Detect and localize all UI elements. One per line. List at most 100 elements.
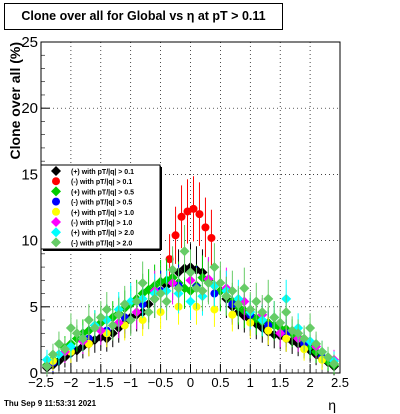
data-point (227, 285, 238, 296)
data-point (177, 212, 186, 221)
data-point (245, 304, 256, 315)
chart-title: Clone over all for Global vs η at pT > 0… (4, 3, 283, 30)
data-point (251, 296, 262, 307)
x-tick-label: −2 (63, 375, 78, 390)
y-tick-label: 20 (21, 100, 38, 117)
data-point (323, 352, 334, 363)
legend-label: (+) with pT/|q| > 0.1 (71, 169, 134, 176)
data-point (71, 328, 82, 339)
data-point (209, 262, 220, 273)
data-point (275, 317, 286, 328)
y-tick-label: 5 (30, 299, 38, 316)
data-point (155, 288, 166, 299)
data-point (263, 293, 274, 304)
data-point (185, 267, 196, 278)
data-point (41, 361, 52, 372)
x-tick-label: 1 (247, 375, 254, 390)
x-tick-label: 2 (306, 375, 313, 390)
data-point (47, 349, 58, 360)
data-point (329, 358, 340, 369)
x-tick-label: 1.5 (271, 375, 289, 390)
data-point (138, 316, 147, 325)
data-point (113, 309, 124, 320)
data-point (197, 285, 208, 296)
data-point (131, 296, 142, 307)
data-point (59, 344, 70, 355)
data-point (228, 310, 237, 319)
data-point (201, 223, 210, 232)
legend-label: (+) with pT/|q| > 2.0 (71, 230, 134, 237)
y-tick-label: 0 (30, 365, 38, 382)
data-point (95, 312, 106, 323)
legend-item: (-) with pT/|q| > 0.1 (52, 177, 132, 186)
timestamp-footer: Thu Sep 9 11:53:31 2021 (4, 399, 97, 408)
x-axis-label: η (328, 397, 336, 413)
data-point (282, 334, 291, 343)
data-point (233, 299, 244, 310)
data-point (173, 283, 184, 294)
data-point (257, 307, 268, 318)
legend-item: (-) with pT/|q| > 1.0 (51, 217, 132, 227)
legend-item: (-) with pT/|q| > 0.5 (52, 197, 132, 207)
data-point (207, 233, 216, 242)
data-point (215, 277, 226, 288)
data-point (137, 277, 148, 288)
legend-item: (-) with pT/|q| > 2.0 (51, 237, 132, 248)
legend-marker (51, 237, 61, 248)
data-point (89, 322, 100, 333)
data-point (119, 299, 130, 310)
data-point (210, 305, 219, 314)
data-point (305, 322, 316, 333)
legend-marker (52, 177, 60, 186)
legend-label: (-) with pT/|q| > 1.0 (71, 220, 132, 227)
legend-marker (52, 207, 60, 216)
y-tick-label: 15 (21, 166, 38, 183)
x-tick-label: −1 (123, 375, 138, 390)
data-point (53, 338, 64, 349)
y-tick-label: 10 (21, 233, 38, 250)
legend-label: (-) with pT/|q| > 0.5 (71, 200, 132, 207)
legend-label: (+) with pT/|q| > 1.0 (71, 210, 134, 217)
data-point (203, 277, 214, 288)
legend-item: (+) with pT/|q| > 0.1 (51, 166, 134, 176)
data-point (149, 293, 160, 304)
legend-marker (51, 227, 61, 238)
data-point (195, 210, 204, 219)
legend-marker (51, 217, 61, 227)
data-point (239, 283, 250, 294)
series-8 (41, 224, 340, 376)
x-tick-label: −1.5 (88, 375, 114, 390)
legend-marker (51, 166, 61, 176)
data-point (293, 328, 304, 339)
data-point (83, 315, 94, 326)
data-point (299, 333, 310, 344)
data-point (264, 326, 273, 335)
legend-item: (+) with pT/|q| > 1.0 (52, 207, 134, 217)
y-tick-label: 25 (21, 34, 38, 51)
legend-box (40, 164, 161, 250)
legend-label: (-) with pT/|q| > 0.1 (71, 179, 132, 186)
legend-label: (+) with pT/|q| > 0.5 (71, 189, 134, 196)
series-2 (165, 176, 216, 285)
data-point (125, 315, 136, 326)
data-point (65, 322, 76, 333)
y-axis-label: Clone over all (%) (7, 42, 23, 159)
data-point (107, 320, 118, 331)
data-point (281, 307, 292, 318)
x-tick-label: −2.5 (28, 375, 54, 390)
data-point (171, 231, 180, 240)
legend-label: (-) with pT/|q| > 2.0 (71, 240, 132, 247)
data-point (77, 333, 88, 344)
data-point (101, 304, 112, 315)
data-point (167, 264, 178, 275)
data-point (269, 312, 280, 323)
data-point (185, 296, 196, 307)
legend-item: (+) with pT/|q| > 2.0 (51, 227, 134, 238)
data-point (221, 291, 232, 302)
x-tick-label: −0.5 (148, 375, 174, 390)
data-point (161, 296, 172, 307)
data-point (143, 307, 154, 318)
data-point (179, 246, 190, 257)
legend-marker (52, 197, 60, 206)
